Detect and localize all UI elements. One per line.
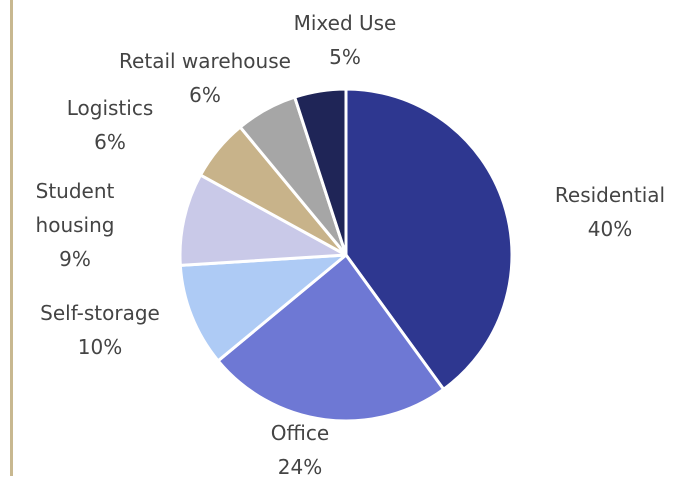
slice-label: Residential 40% — [510, 178, 682, 246]
slice-label: Office 24% — [200, 416, 400, 484]
pie-slice — [178, 253, 348, 363]
value-label: 6% — [94, 130, 126, 154]
value-label: 9% — [59, 247, 91, 271]
value-label: 5% — [329, 45, 361, 69]
pie-slice — [344, 87, 514, 391]
value-label: 40% — [587, 217, 633, 241]
category-label: Retail warehouse — [119, 49, 291, 73]
category-label: Student housing — [35, 179, 115, 237]
value-label: 10% — [77, 335, 123, 359]
category-label: Self-storage — [40, 301, 160, 325]
slice-label: Retail warehouse 6% — [75, 44, 335, 112]
slice-label: Student housing 9% — [20, 174, 130, 276]
slice-label: Self-storage 10% — [0, 296, 200, 364]
pie-slice — [216, 253, 446, 423]
slice-label: Logistics 6% — [10, 91, 210, 159]
category-label: Mixed Use — [293, 11, 397, 35]
value-label: 6% — [189, 83, 221, 107]
category-label: Residential — [554, 183, 666, 207]
category-label: Logistics — [66, 96, 154, 120]
pie-slice — [178, 173, 348, 267]
value-label: 24% — [277, 455, 323, 479]
slice-label: Mixed Use 5% — [245, 6, 445, 74]
category-label: Office — [270, 421, 330, 445]
left-border — [10, 0, 13, 476]
pie-slice — [293, 87, 348, 257]
